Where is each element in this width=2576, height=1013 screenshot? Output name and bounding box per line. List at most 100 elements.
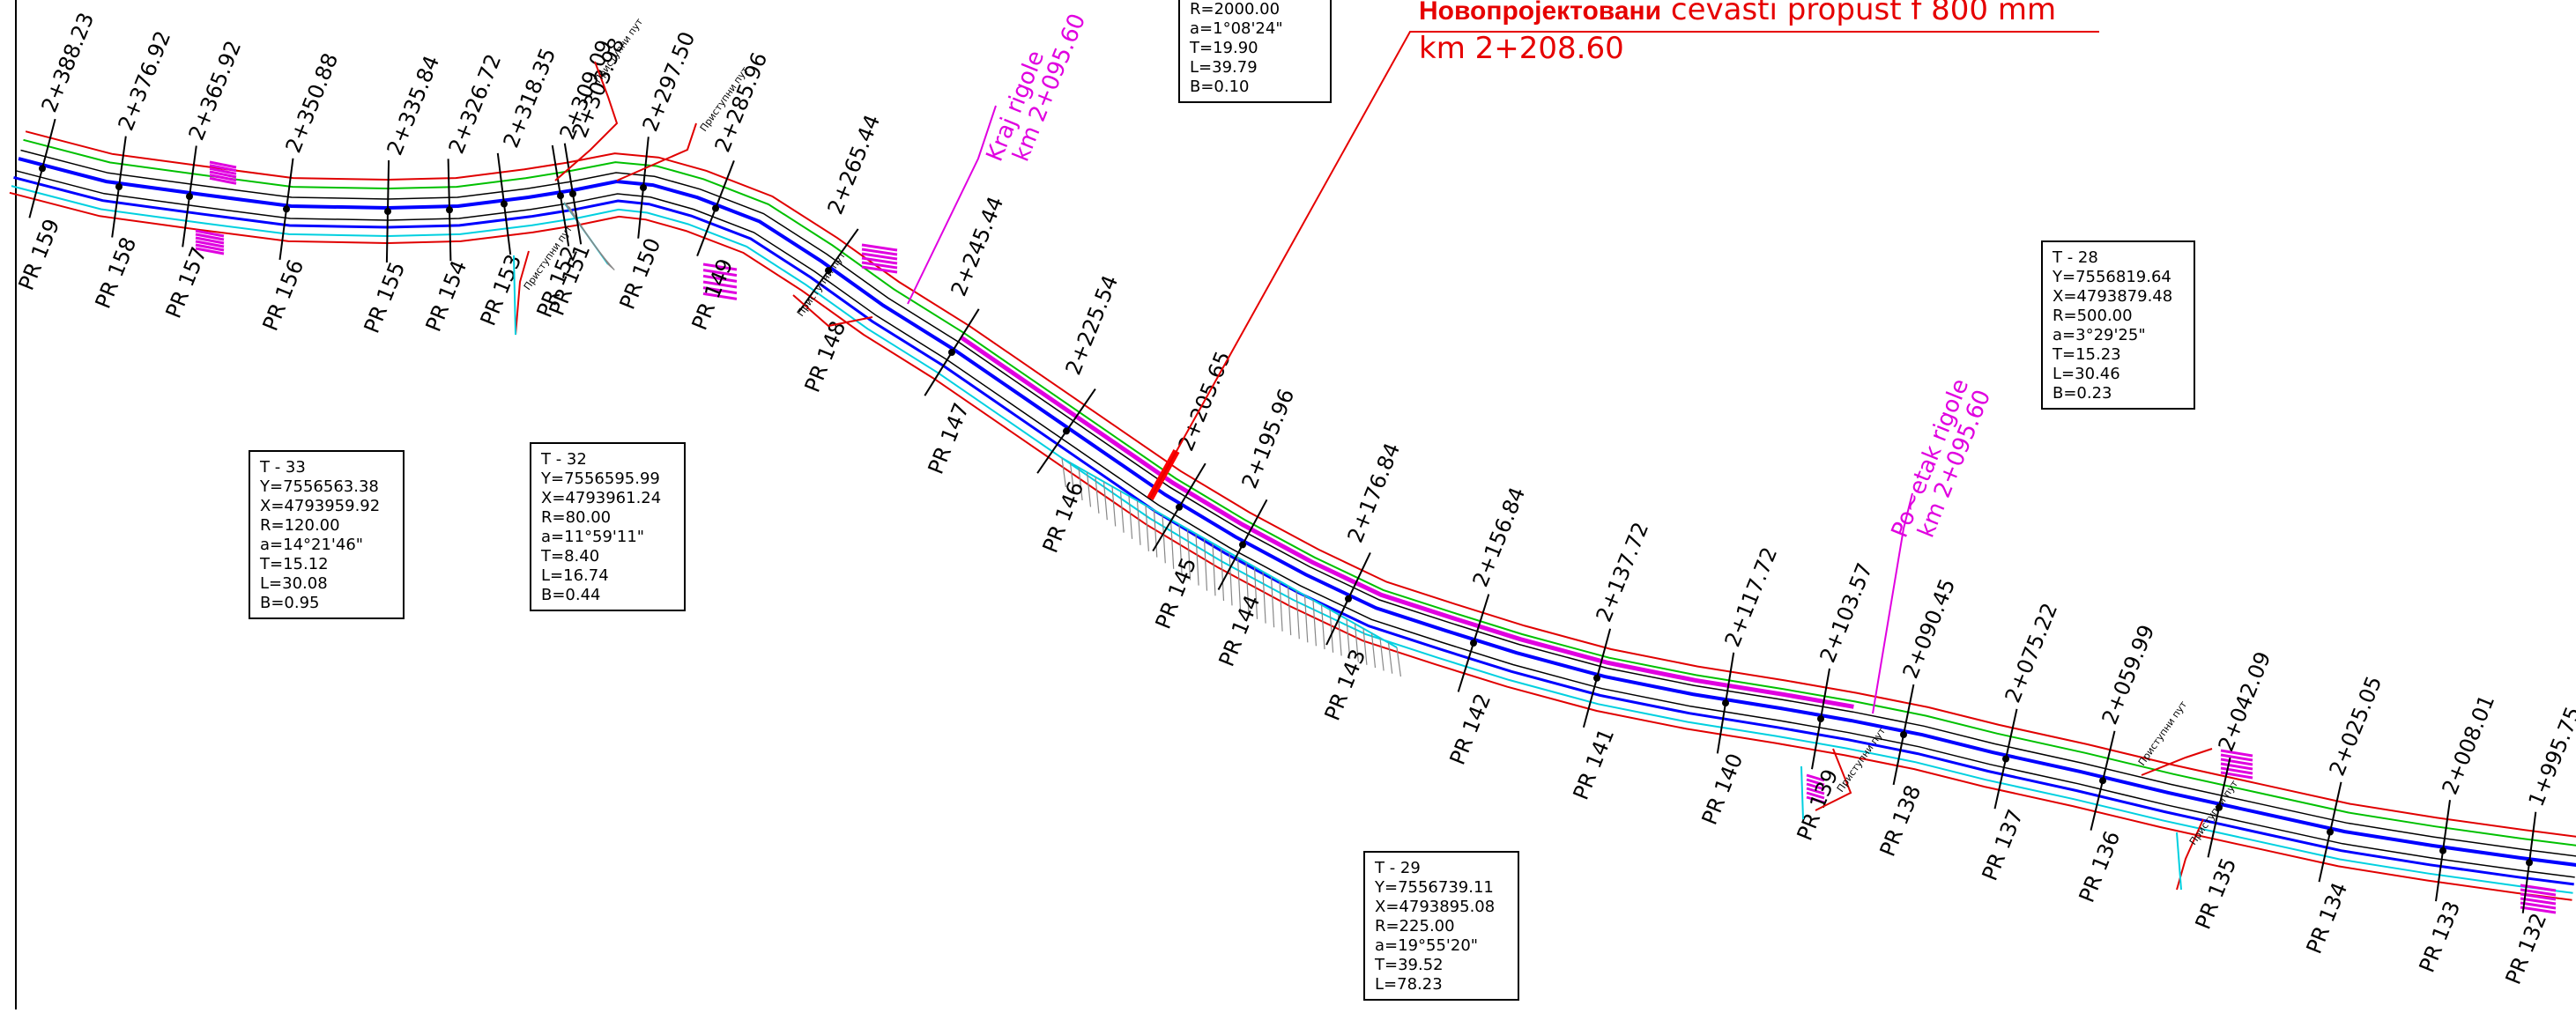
profile-label: PR 144 (1214, 592, 1266, 670)
profile-label: PR 139 (1793, 765, 1844, 844)
access-road-label: Приступни пут (2136, 699, 2190, 768)
profile-label: PR 141 (1569, 725, 1620, 803)
hatch-line (1280, 581, 1282, 632)
curve-block-line: T - 28 (2052, 248, 2098, 267)
access-road-label: Приступни пут (2187, 778, 2241, 847)
station-point (1345, 595, 1352, 603)
station-point (1063, 427, 1070, 434)
hatch-line (1112, 486, 1116, 526)
station-point (186, 193, 193, 200)
hatch-line (1154, 510, 1157, 558)
hatch-line (1196, 534, 1199, 586)
hatch-line (1372, 633, 1376, 668)
hatch-line (1129, 496, 1132, 539)
hatch-line (1296, 591, 1299, 640)
station-point (2526, 859, 2533, 866)
station-label: 2+388.23 (37, 9, 100, 115)
curve-block-line: Y=7556739.11 (1374, 878, 1494, 897)
hatch-line (1322, 605, 1325, 650)
hatch-line (1313, 600, 1316, 646)
hatch-line (1221, 548, 1224, 601)
station-label: 2+350.88 (281, 49, 344, 156)
profile-label: PR 156 (258, 256, 309, 335)
hatch-line (1389, 643, 1392, 674)
curve-block-line: X=4793959.92 (260, 497, 380, 515)
curve-block-line: L=30.46 (2053, 365, 2120, 383)
station-label: 2+025.05 (2325, 673, 2387, 780)
station-point (712, 205, 719, 212)
station-label: 2+075.22 (2001, 600, 2063, 706)
curve-block-line: B=0.10 (1190, 78, 1250, 96)
station-label: 2+176.84 (1343, 440, 1406, 546)
curve-block-line: B=0.95 (260, 594, 320, 612)
station-label: 2+318.35 (499, 45, 561, 152)
curve-block-line: T=8.40 (540, 547, 599, 566)
culvert-title-rest: cevasti propust f 800 mm (1661, 0, 2056, 27)
curve-block-line: T - 32 (540, 450, 587, 469)
station-point (501, 201, 508, 208)
rigole-line (961, 338, 1853, 707)
station-label: 2+365.92 (184, 37, 247, 144)
station-point (283, 205, 290, 212)
hatch-line (1162, 515, 1165, 564)
profile-label: PR 142 (1445, 690, 1496, 768)
profile-label: PR 147 (924, 399, 975, 477)
curve-block-line: Y=7556563.38 (259, 477, 379, 496)
station-point (384, 208, 391, 215)
profile-label: PR 150 (615, 234, 666, 313)
station-point (557, 192, 564, 199)
hatch-line (1138, 500, 1141, 544)
profile-label: PR 140 (1697, 750, 1748, 828)
station-label: 2+265.44 (823, 111, 886, 218)
profile-label: PR 134 (2302, 879, 2353, 958)
curve-block-line: R=225.00 (1375, 917, 1455, 935)
profile-label: PR 145 (1151, 554, 1202, 632)
marker-stripes (2221, 751, 2253, 778)
station-label: 2+297.50 (638, 28, 701, 135)
station-point (1239, 541, 1246, 548)
curve-block-line: X=4793879.48 (2053, 287, 2172, 306)
curve-block-line: R=80.00 (541, 508, 611, 527)
hatch-line (1121, 492, 1125, 533)
curve-block-line: T=15.23 (2052, 345, 2121, 364)
curve-block-line: a=14°21'46" (260, 536, 363, 554)
curve-block-t32: T - 32Y=7556595.99X=4793961.24R=80.00a=1… (531, 443, 685, 610)
curve-block-line: T - 29 (1374, 859, 1421, 877)
station-point (1722, 699, 1729, 706)
station-label: 2+117.72 (1720, 543, 1783, 650)
station-label: 2+225.54 (1061, 271, 1124, 378)
station-point (2099, 777, 2106, 784)
station-label: 2+103.57 (1815, 559, 1878, 666)
station-label: 2+059.99 (2097, 621, 2160, 728)
hatch-line (1205, 538, 1207, 590)
curve-block-line: L=16.74 (541, 566, 609, 585)
curve-block-line: B=0.23 (2053, 384, 2112, 403)
station-label: 2+335.84 (382, 52, 445, 159)
marker-stripes (210, 162, 236, 183)
profile-label: PR 143 (1320, 646, 1371, 724)
station-point (948, 349, 955, 356)
station-point (1176, 504, 1183, 511)
profile-label: PR 154 (421, 257, 472, 336)
profile-label: PR 157 (161, 243, 212, 322)
station-point (446, 206, 453, 213)
profile-label: PR 138 (1875, 781, 1926, 860)
hatch-line (608, 264, 614, 270)
curve-block-line: X=4793961.24 (541, 489, 661, 507)
station-point (1470, 640, 1477, 647)
curve-block-line: L=78.23 (1375, 975, 1443, 994)
curve-block-line: T=39.52 (1374, 956, 1444, 974)
curve-block-t29: T - 29Y=7556739.11X=4793895.08R=225.00a=… (1364, 852, 1518, 1000)
station-point (2002, 756, 2009, 763)
station-label: 2+042.09 (2214, 648, 2276, 755)
curve-block-line: T - 33 (259, 458, 306, 477)
culvert-title-prefix: Новопројектовани (1419, 0, 1661, 26)
station-point (1817, 715, 1824, 722)
curve-block-line: X=4793895.08 (1375, 898, 1495, 916)
profile-label: PR 148 (800, 317, 851, 396)
curve-block-line: R=2000.00 (1190, 0, 1280, 18)
curve-block-top: R=2000.00a=1°08'24"T=19.90L=39.79B=0.10 (1179, 0, 1331, 102)
